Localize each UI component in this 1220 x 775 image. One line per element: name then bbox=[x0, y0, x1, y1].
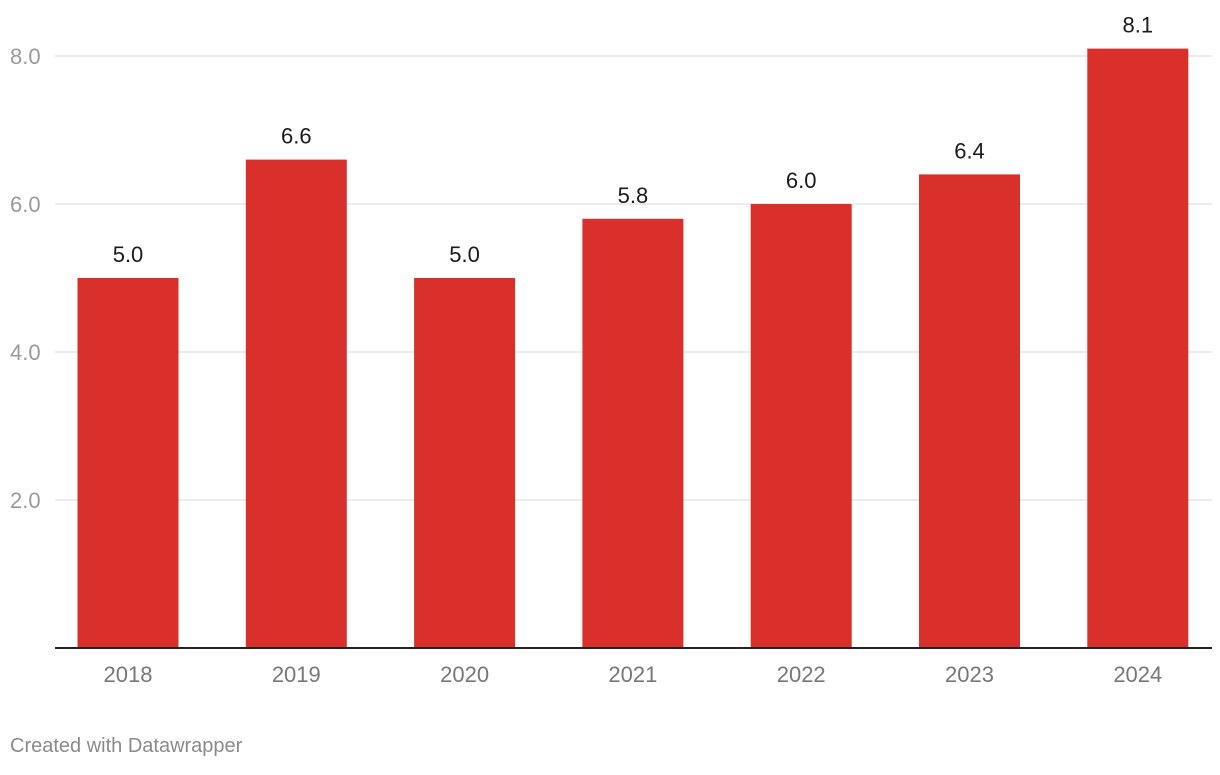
y-axis-tick-labels: 2.0 4.0 6.0 8.0 bbox=[10, 44, 41, 513]
bar bbox=[750, 204, 852, 648]
x-axis-tick-labels: 2018 2019 2020 2021 2022 2023 2024 bbox=[104, 662, 1163, 687]
bar-value-label: 6.6 bbox=[281, 124, 312, 149]
bar-value-label: 5.0 bbox=[113, 242, 144, 267]
y-tick-label: 4.0 bbox=[10, 340, 41, 365]
bar bbox=[245, 159, 347, 648]
bars bbox=[77, 48, 1189, 649]
y-tick-label: 8.0 bbox=[10, 44, 41, 69]
bar-value-label: 6.4 bbox=[954, 138, 985, 163]
x-tick-label: 2024 bbox=[1113, 662, 1162, 687]
x-tick-label: 2019 bbox=[272, 662, 321, 687]
bar bbox=[1087, 48, 1189, 649]
bar-value-label: 8.1 bbox=[1123, 13, 1154, 38]
y-tick-label: 6.0 bbox=[10, 192, 41, 217]
bar-value-label: 6.0 bbox=[786, 168, 817, 193]
bar bbox=[77, 278, 179, 648]
x-tick-label: 2020 bbox=[440, 662, 489, 687]
x-tick-label: 2021 bbox=[608, 662, 657, 687]
bar-value-labels: 5.0 6.6 5.0 5.8 6.0 6.4 8.1 bbox=[113, 13, 1153, 267]
credit-text: Created with Datawrapper bbox=[10, 735, 243, 757]
bar bbox=[919, 174, 1020, 648]
bar-value-label: 5.8 bbox=[618, 183, 649, 208]
x-tick-label: 2022 bbox=[777, 662, 826, 687]
x-tick-label: 2023 bbox=[945, 662, 994, 687]
y-tick-label: 2.0 bbox=[10, 488, 41, 513]
bar bbox=[414, 278, 516, 648]
bar bbox=[582, 218, 684, 649]
bar-value-label: 5.0 bbox=[449, 242, 480, 267]
x-tick-label: 2018 bbox=[104, 662, 153, 687]
